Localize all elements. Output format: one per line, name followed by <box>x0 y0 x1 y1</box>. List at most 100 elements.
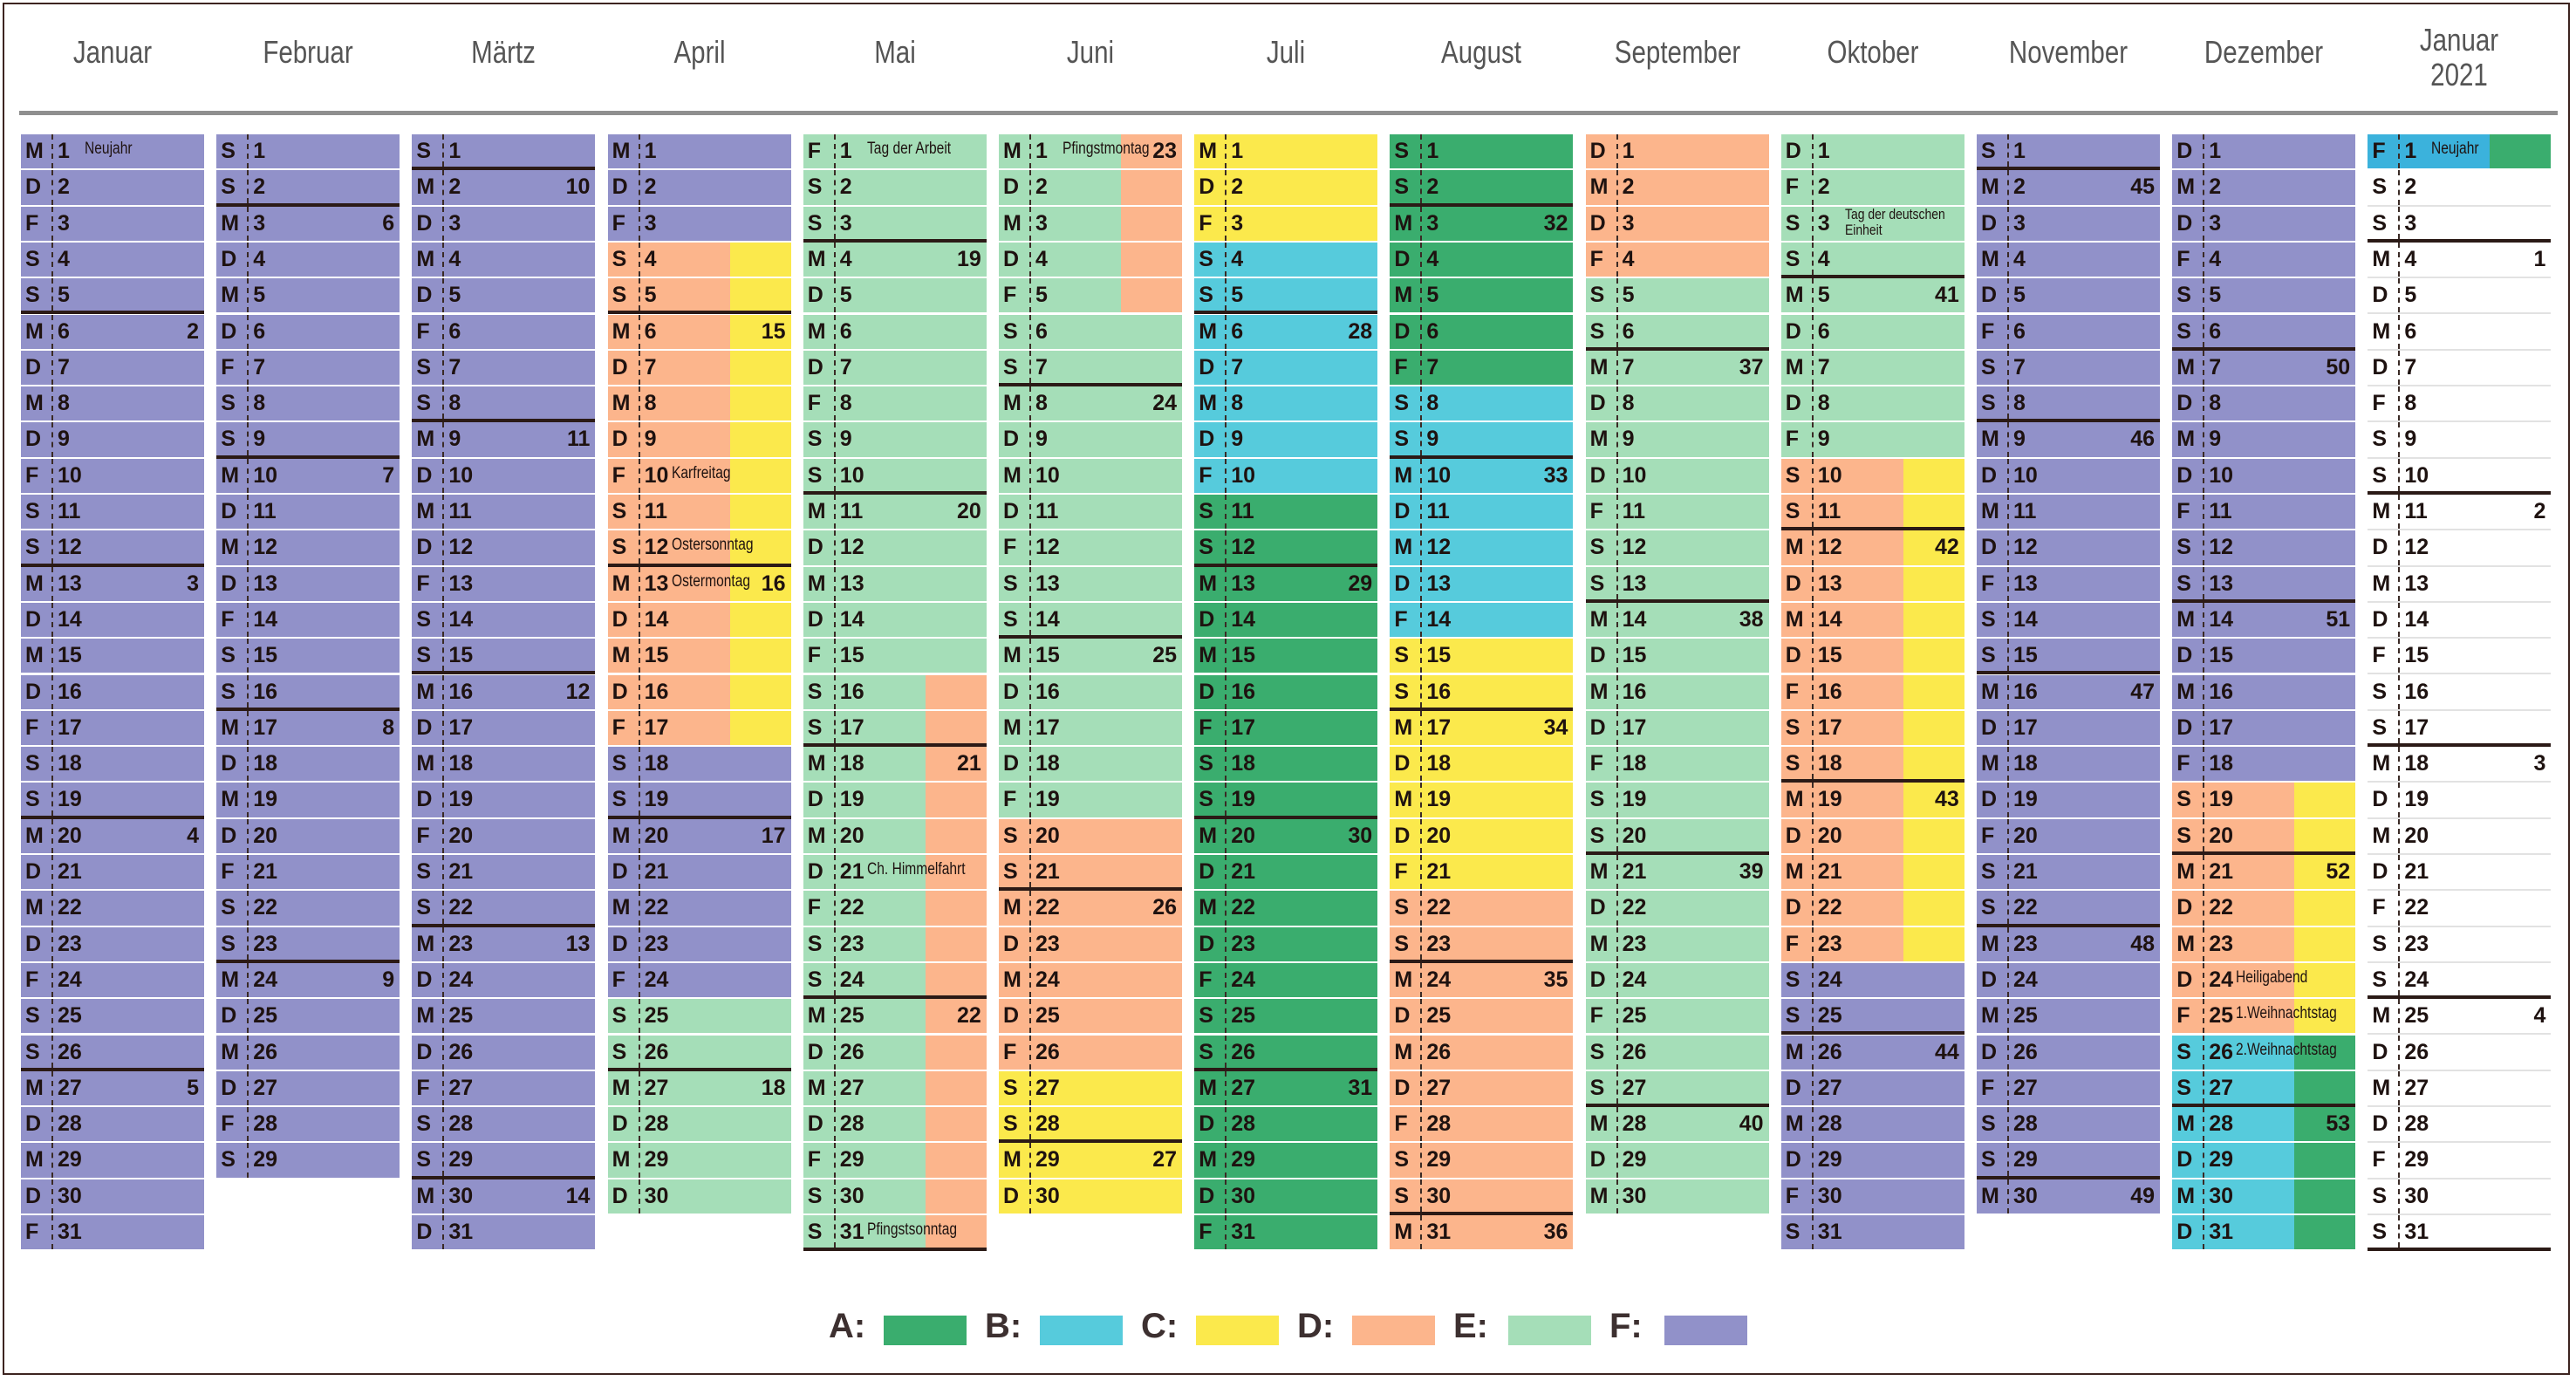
day-row: S 28 <box>999 1107 1182 1144</box>
day-number: 31 <box>58 1220 82 1244</box>
weekday-letter: S <box>1981 354 1996 379</box>
dashed-divider <box>1225 1035 1227 1068</box>
weekday-letter: M <box>221 283 240 308</box>
weekday-letter: M <box>807 1003 826 1029</box>
day-row: M 19 43 <box>1780 783 1964 819</box>
day-row: M 15 25 <box>999 639 1182 675</box>
day-number: 11 <box>2404 499 2428 523</box>
day-number: 19 <box>253 787 277 812</box>
dashed-divider <box>51 710 53 746</box>
day-number: 14 <box>1426 606 1452 632</box>
day-number: 24 <box>2013 967 2038 992</box>
day-number: 15 <box>1817 643 1842 668</box>
weekday-letter: F <box>1589 1003 1603 1029</box>
day-row: F 29 <box>803 1143 987 1179</box>
week-number: 53 <box>2326 1111 2351 1137</box>
dashed-divider <box>2398 530 2401 565</box>
weekday-letter: D <box>1981 210 1998 236</box>
day-row: D 10 <box>2172 458 2356 495</box>
day-row: D 11 <box>216 495 400 531</box>
weekday-letter: D <box>2176 895 2193 920</box>
weekday-letter: D <box>1785 318 1801 344</box>
weekday-letter: M <box>2176 606 2196 632</box>
month-name: November <box>2008 34 2128 70</box>
day-row: S 16 <box>1390 674 1574 711</box>
day-row: D 19 <box>1977 783 2160 819</box>
dashed-divider <box>51 783 53 816</box>
day-number: 29 <box>1817 1147 1842 1172</box>
weekday-letter: D <box>1394 751 1411 776</box>
week-number: 30 <box>1348 823 1373 848</box>
day-row: M 15 <box>1194 639 1378 675</box>
weekday-letter: S <box>2176 283 2191 308</box>
dashed-divider <box>1420 566 1423 601</box>
dashed-divider <box>247 926 249 960</box>
weekday-letter: S <box>25 787 40 812</box>
day-row: M 6 15 <box>607 314 791 351</box>
day-number: 2 <box>58 174 70 200</box>
day-number: 6 <box>839 318 852 344</box>
day-number: 13 <box>1426 571 1452 596</box>
dashed-divider <box>638 495 640 530</box>
month-name: August <box>1441 34 1522 70</box>
day-number: 6 <box>1035 318 1048 344</box>
weekday-letter: M <box>221 1039 240 1064</box>
day-number: 14 <box>1817 606 1842 632</box>
week-number: 17 <box>761 823 786 848</box>
day-number: 15 <box>253 643 277 668</box>
day-number: 23 <box>839 931 864 956</box>
day-number: 29 <box>448 1147 474 1172</box>
week-number: 32 <box>1543 210 1568 236</box>
weekday-letter: M <box>1199 139 1218 163</box>
weekday-letter: D <box>2176 391 2193 416</box>
dashed-divider <box>833 206 836 239</box>
day-number: 26 <box>1622 1039 1647 1064</box>
day-row: M 13 3 <box>21 566 204 603</box>
day-number: 29 <box>644 1147 669 1172</box>
day-number: 24 <box>644 967 669 992</box>
weekday-letter: M <box>1589 427 1609 452</box>
weekday-letter: D <box>1589 967 1606 992</box>
day-number: 27 <box>1622 1075 1647 1100</box>
day-number: 28 <box>253 1111 277 1137</box>
weekday-letter: S <box>807 931 823 956</box>
day-row: M 27 <box>803 1070 987 1108</box>
day-row: F 24 <box>1194 962 1378 1000</box>
month-header: Juni <box>1015 35 1165 70</box>
day-row: S 14 <box>999 602 1182 639</box>
weekday-letter: S <box>612 751 627 776</box>
day-number: 14 <box>2013 606 2038 632</box>
day-row: M 16 47 <box>1977 674 2160 711</box>
weekday-letter: D <box>1785 895 1801 920</box>
day-row: M 13 Ostermontag 16 <box>607 566 791 603</box>
dashed-divider <box>1029 1143 1031 1178</box>
dashed-divider <box>1420 530 1423 565</box>
weekday-letter: F <box>1003 787 1017 812</box>
weekday-letter: M <box>416 679 435 704</box>
day-row: M 7 50 <box>2172 350 2356 387</box>
day-row: S 23 <box>216 926 400 963</box>
dashed-divider <box>2398 962 2401 996</box>
day-row: S 30 <box>2368 1179 2552 1215</box>
weekday-letter: F <box>2176 499 2190 523</box>
weekday-letter: S <box>1785 1220 1800 1244</box>
dashed-divider <box>247 783 249 817</box>
weekday-letter: M <box>1589 606 1609 632</box>
day-number: 16 <box>1231 679 1255 704</box>
weekday-letter: S <box>1589 318 1605 344</box>
day-row: D 12 <box>412 530 596 567</box>
weekday-letter: S <box>1785 462 1800 488</box>
dashed-divider <box>833 1070 836 1106</box>
dashed-divider <box>1811 926 1814 961</box>
dashed-divider <box>1225 1070 1227 1106</box>
day-number: 16 <box>448 679 474 704</box>
